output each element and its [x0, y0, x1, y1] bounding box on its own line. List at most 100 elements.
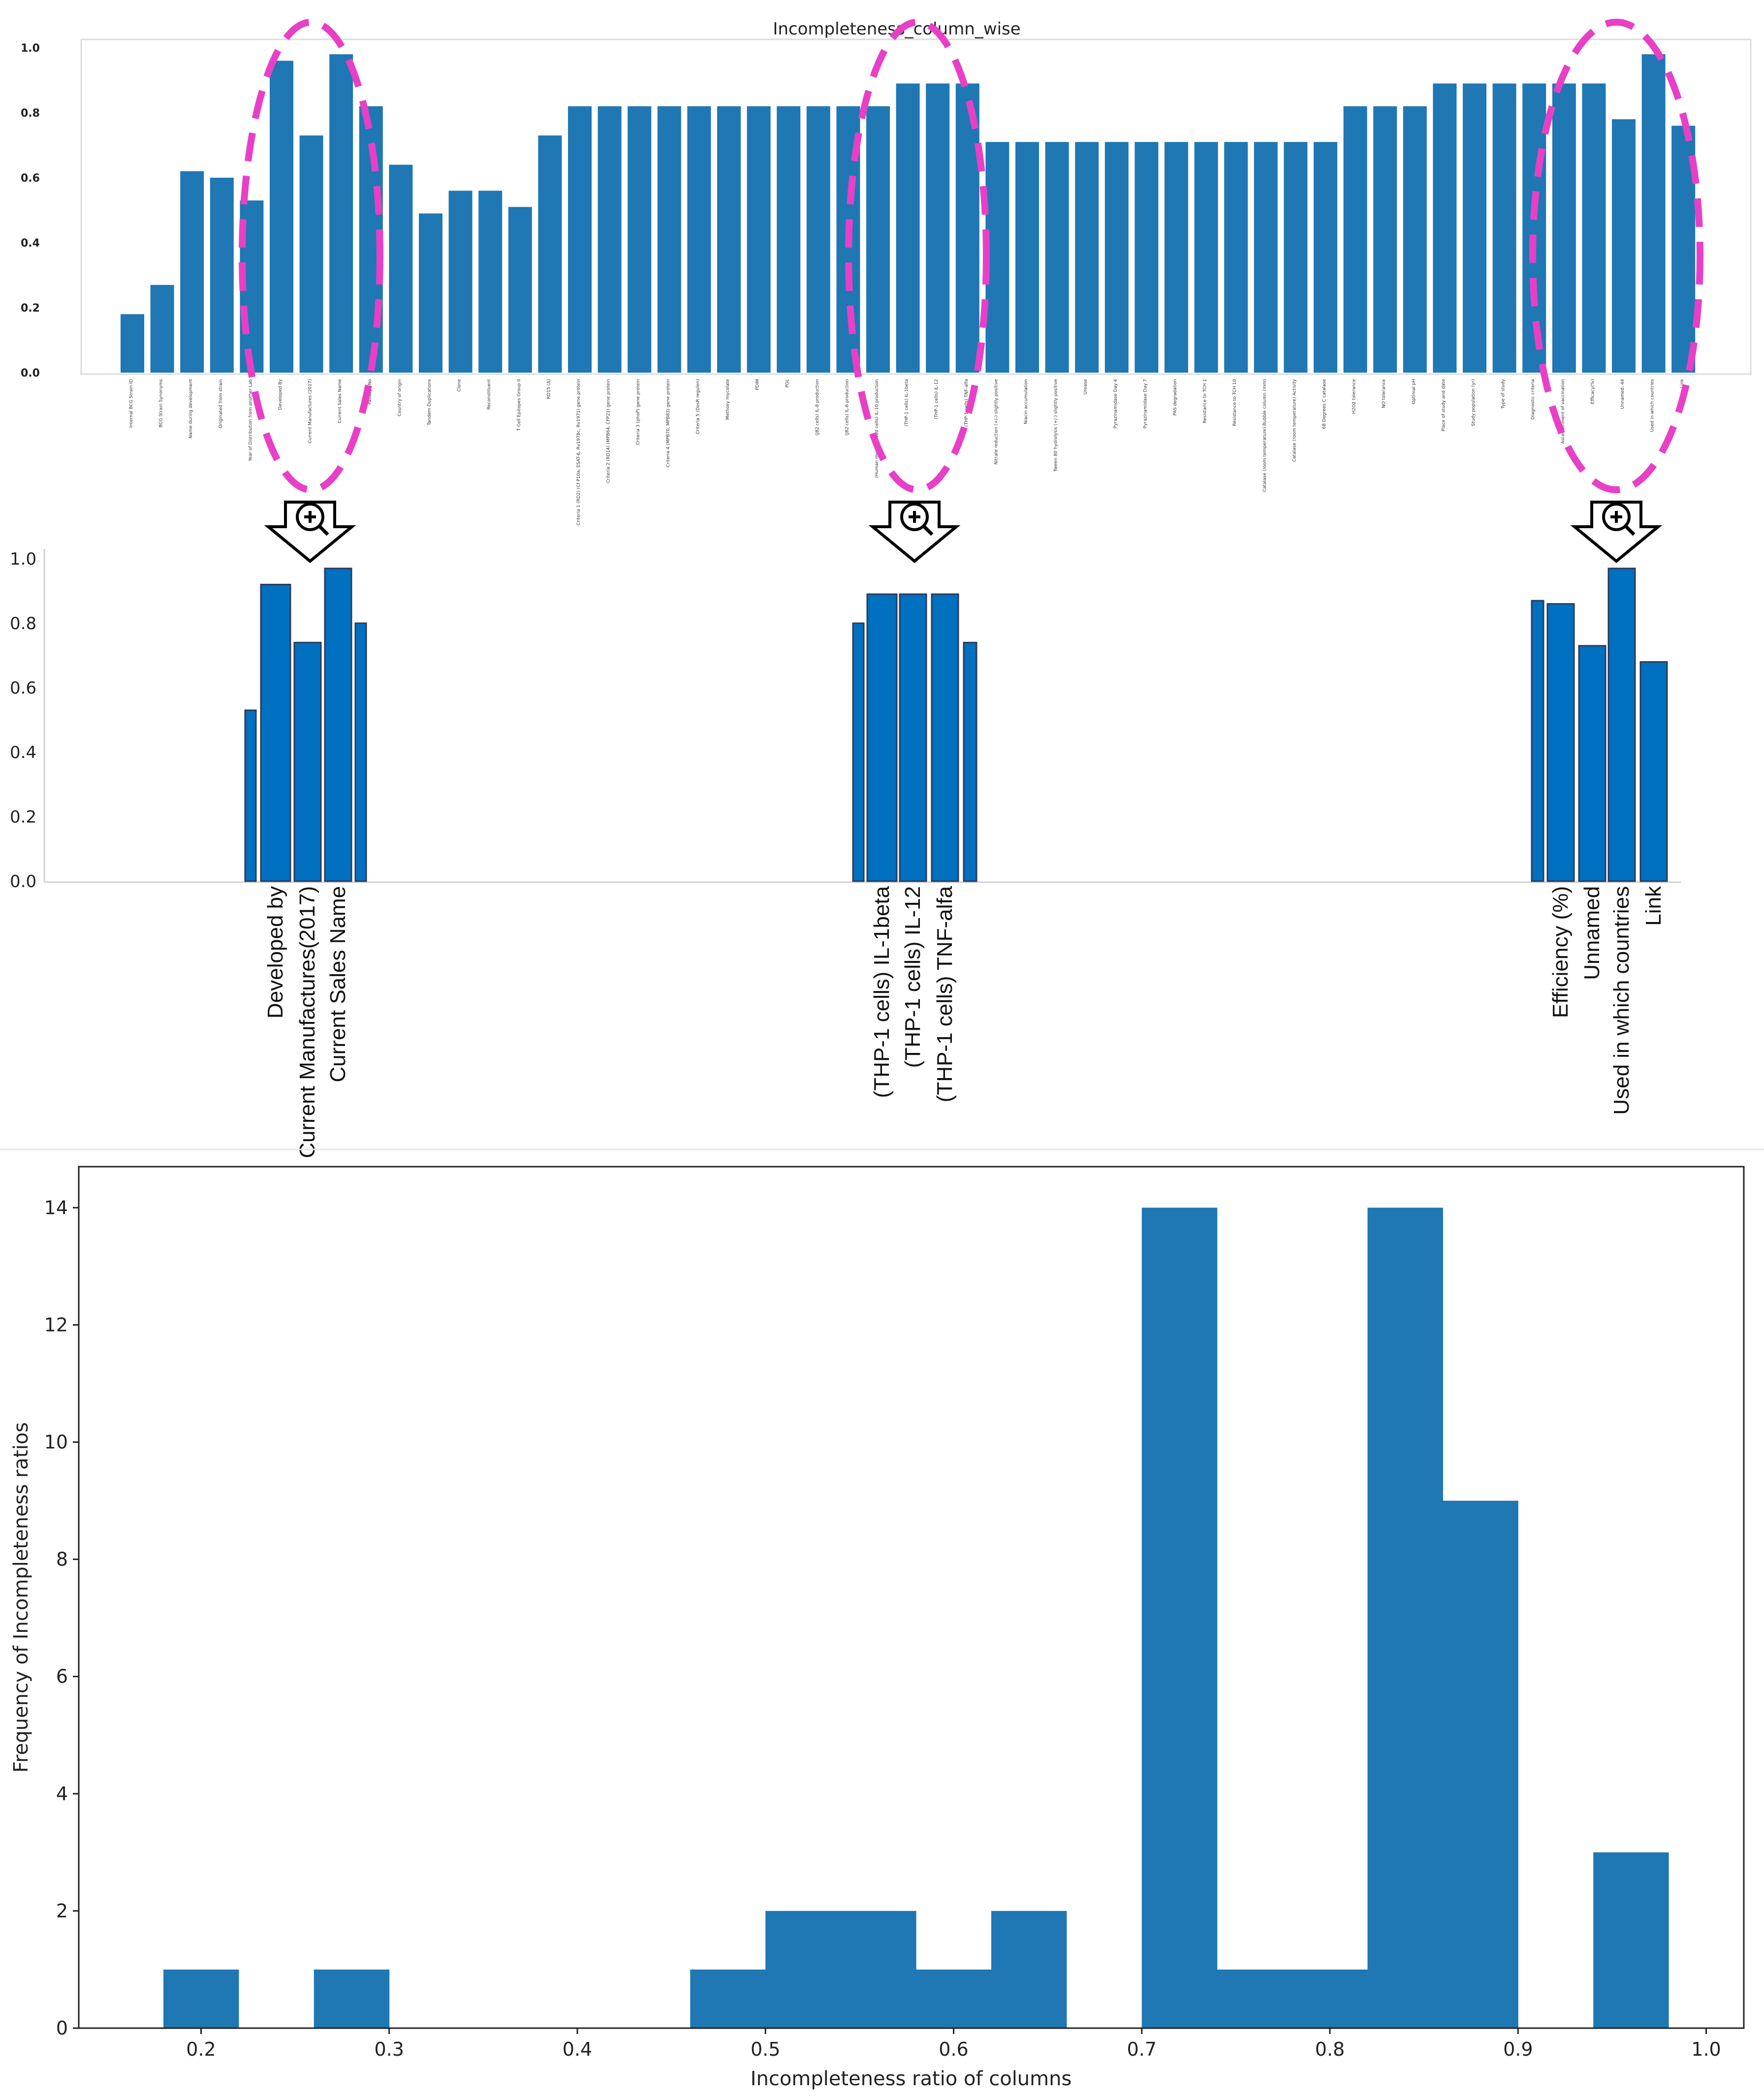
p1-bar [329, 54, 353, 373]
p1-bar [1492, 83, 1516, 373]
p3-hist-bar [163, 1970, 239, 2028]
p2-y-tick-label: 0.4 [10, 743, 36, 763]
p3-x-tick-label: 0.8 [1315, 2038, 1345, 2060]
p1-bar [1343, 106, 1367, 373]
zoom-arrow-2 [868, 501, 961, 563]
p2-y-tick-label: 0.6 [10, 678, 36, 698]
p1-bar [150, 285, 174, 373]
p2-x-tick-label: Efficiency (%) [1548, 886, 1573, 1018]
p1-x-tick-label: Urease [1083, 379, 1088, 395]
p1-x-tick-label: Link [1680, 379, 1685, 388]
p1-x-tick-label: PGL [785, 379, 790, 387]
p1-bar [1015, 142, 1039, 373]
p1-bar [628, 106, 652, 373]
p1-y-tick-label: 0.8 [21, 107, 40, 120]
p1-bar [448, 191, 472, 373]
p1-bar [1284, 142, 1308, 373]
p1-bar [717, 106, 741, 373]
p1-x-tick-label: Methoxy mycolate [725, 379, 730, 420]
panel-incompleteness-column-wise: Incompleteness_column_wise 0.00.20.40.60… [21, 19, 1752, 563]
p1-x-tick-label: Nitrate reduction (+/-) slightly positiv… [994, 379, 999, 465]
p1-y-tick-label: 0.4 [21, 237, 40, 250]
p1-y-tick-label: 1.0 [21, 42, 40, 55]
p1-x-tick-label: RD15 (Δ) [546, 379, 551, 399]
p1-bar [180, 171, 204, 373]
p1-x-tick-label: Ascertainment of vaccination [1561, 379, 1566, 444]
p2-x-tick-label: Current Sales Name [326, 886, 350, 1082]
p1-x-tick-label: (J82 cells) IL-8 production [815, 379, 820, 436]
p2-x-tick-label: (THP-1 cells) IL-1beta [870, 886, 894, 1098]
highlight-ellipse-2 [845, 19, 990, 493]
p1-x-tick-label: Optimal pH [1412, 379, 1417, 404]
p2-y-tick-label: 0.0 [10, 872, 36, 891]
p2-x-tick-label: (THP-1 cells) IL-12 [901, 886, 925, 1068]
p2-bar [866, 593, 898, 882]
p2-y-tick-label: 0.8 [10, 614, 36, 634]
panel-zoomed-bars: 0.0 0.2 0.4 0.6 0.8 1.0 Developed by Current M… [10, 549, 1681, 1158]
p1-bar [1612, 119, 1636, 373]
p1-y-tick-label: 0.2 [21, 302, 40, 315]
p1-x-tick-label: Current Manufactures (2017) [308, 379, 313, 444]
p1-x-tick-label: Tween 80 hydrolysis (+/-) slightly posit… [1054, 379, 1059, 472]
p2-y-tick-label: 0.2 [10, 807, 36, 827]
p2-bar [963, 641, 977, 882]
p3-y-tick-label: 8 [56, 1549, 68, 1570]
p1-x-tick-label: Resistance to TCH 1 [1203, 379, 1208, 423]
down-arrow-icon [1570, 501, 1663, 563]
p3-y-tick-label: 12 [44, 1314, 68, 1336]
p1-bar [747, 106, 771, 373]
p1-x-tick-label: T Cell Epitopes Group II [517, 379, 522, 431]
p2-x-tick-label: Link [1641, 886, 1666, 926]
p3-x-tick-label: 1.0 [1691, 2038, 1721, 2060]
p3-hist-bar [1292, 1970, 1368, 2028]
p1-x-tick-label: H2O2 tolerance [1352, 379, 1357, 414]
p1-x-tick-label: Name during development [189, 379, 193, 439]
p3-hist-bar [991, 1910, 1067, 2028]
highlight-ellipse-3 [1529, 19, 1703, 493]
p1-x-tick-label: Catalase (room temperature) Bubble colum… [1262, 379, 1267, 492]
p1-bar [1075, 142, 1099, 373]
p1-x-tick-label: Used in which countries [1650, 379, 1655, 432]
p3-hist-bar [1367, 1208, 1443, 2028]
p1-x-tick-label: (THP-1 cells) IL-12 [934, 379, 939, 419]
highlight-ellipses [239, 19, 1703, 493]
p3-x-tick-label: 0.2 [186, 2038, 216, 2060]
p1-bar [1165, 142, 1188, 373]
p1-bar [777, 106, 801, 373]
p1-bar [508, 207, 532, 373]
p1-bar [926, 83, 950, 373]
p3-y-tick-label: 6 [56, 1666, 68, 1687]
p1-x-tick-label: BCG Strain Synonyms [159, 379, 164, 428]
p1-x-tick-label: (J82 cells) IL-6 production [845, 379, 850, 436]
p1-x-tick-label: Study population (yr) [1471, 379, 1476, 426]
p1-x-tick-label: Pyrazinamidase Day 7 [1143, 379, 1148, 428]
p1-bar [1552, 83, 1576, 373]
p3-x-axis-label: Incompleteness ratio of columns [751, 2068, 1072, 2090]
p1-x-tick-label: Diagnostic criteria [1531, 379, 1536, 419]
p1-x-tick-label: Criteria 4 (MPB70, MPB83) gene protein [666, 379, 671, 467]
p1-x-tick-label: Place of study and date [1441, 379, 1446, 432]
p1-bar [299, 135, 323, 373]
p3-axes-frame [78, 1166, 1745, 2029]
p2-bar [324, 568, 352, 882]
p2-bar [1531, 600, 1544, 882]
p1-x-tick-label: Unnamed: 44 [1620, 379, 1625, 409]
p3-y-tick-label: 14 [44, 1197, 68, 1218]
p1-bar [1045, 142, 1069, 373]
p1-bar [1582, 83, 1606, 373]
p1-x-tick-label: Catalase (room temperature) Activity [1292, 379, 1297, 462]
p2-bar [1546, 603, 1575, 882]
p1-x-tick-label: Tandem Duplications [427, 379, 432, 426]
p1-x-tick-label: Country of origin [397, 379, 402, 416]
p3-y-tick-label: 2 [56, 1900, 68, 1922]
p1-bar [1314, 142, 1337, 373]
p1-x-tick-label: Pyrazinamidase Day 4 [1113, 379, 1118, 429]
p1-x-tick-label: Current Sales Name [338, 379, 343, 423]
down-arrow-icon [868, 501, 961, 563]
p2-x-tick-label: Unnamed [1580, 886, 1604, 980]
p1-bar [1194, 142, 1218, 373]
p1-x-tick-label: (THP-1 cells) TNF-alfa [964, 379, 969, 427]
p1-bar [1104, 142, 1129, 373]
p1-bar [121, 314, 144, 373]
